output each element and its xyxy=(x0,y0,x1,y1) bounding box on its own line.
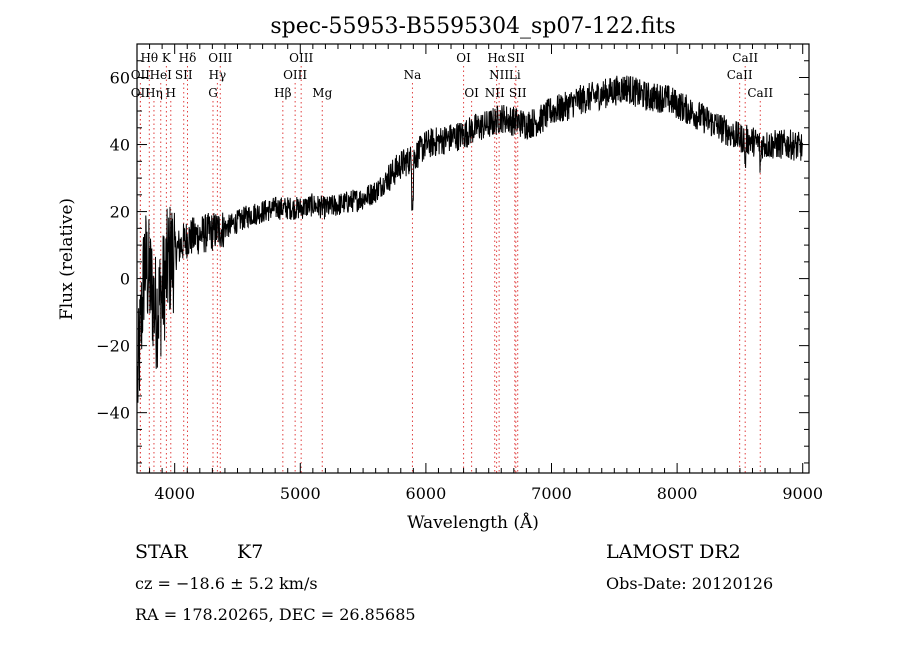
line-label: Li xyxy=(509,68,521,82)
y-tick-label: −20 xyxy=(96,337,130,356)
y-tick-label: 40 xyxy=(110,136,130,155)
line-label: Hγ xyxy=(209,68,227,82)
spectral-line-labels: Hθ OII OII K HeI Hη H Hδ SII OIII Hγ G Hβ OIII OIII Mg N… xyxy=(131,51,774,100)
y-tick-label: 60 xyxy=(110,69,130,88)
axis-ticks xyxy=(137,44,809,473)
chart-title: spec-55953-B5595304_sp07-122.fits xyxy=(270,14,675,39)
y-tick-label: 0 xyxy=(120,270,130,289)
spectrum-line xyxy=(137,75,804,403)
line-label: Hβ xyxy=(274,86,291,100)
line-label: OIII xyxy=(208,51,232,65)
object-subclass: K7 xyxy=(237,541,263,563)
coordinates-text: RA = 178.20265, DEC = 26.85685 xyxy=(135,605,416,624)
line-label: Mg xyxy=(312,86,332,100)
x-axis-label: Wavelength (Å) xyxy=(407,512,539,533)
x-tick-label: 8000 xyxy=(657,484,698,503)
y-tick-label: 20 xyxy=(110,203,130,222)
line-label: Hα xyxy=(487,51,506,65)
y-tick-labels: −40 −20 0 20 40 60 xyxy=(96,69,130,423)
line-label: Hη xyxy=(145,86,163,100)
line-label: SII xyxy=(509,86,527,100)
spectrum-series xyxy=(137,75,804,403)
obs-date-text: Obs-Date: 20120126 xyxy=(606,574,773,593)
line-label: Hθ xyxy=(140,51,158,65)
line-label: OIII xyxy=(283,68,307,82)
line-label: K xyxy=(162,51,172,65)
line-label: NII xyxy=(489,68,509,82)
line-label: CaII xyxy=(732,51,758,65)
line-label: G xyxy=(208,86,218,100)
object-class: STAR xyxy=(135,541,188,563)
line-label: CaII xyxy=(727,68,753,82)
line-label: Hδ xyxy=(179,51,197,65)
line-label: OI xyxy=(464,86,479,100)
y-axis-label: Flux (relative) xyxy=(57,198,77,320)
plot-frame xyxy=(136,43,810,474)
x-tick-labels: 4000 5000 6000 7000 8000 9000 xyxy=(154,484,823,503)
x-tick-label: 9000 xyxy=(782,484,823,503)
line-label: NII xyxy=(485,86,505,100)
line-label: OI xyxy=(456,51,471,65)
spectral-line-markers xyxy=(139,66,761,473)
line-label: SII xyxy=(507,51,525,65)
y-tick-label: −40 xyxy=(96,404,130,423)
x-tick-label: 4000 xyxy=(154,484,195,503)
x-tick-label: 6000 xyxy=(406,484,447,503)
redshift-text: cz = −18.6 ± 5.2 km/s xyxy=(135,574,318,593)
line-label: SII xyxy=(175,68,193,82)
line-label: OII xyxy=(131,68,151,82)
x-tick-label: 7000 xyxy=(531,484,572,503)
survey-name: LAMOST DR2 xyxy=(606,541,741,563)
x-tick-label: 5000 xyxy=(280,484,321,503)
line-label: HeI xyxy=(150,68,173,82)
line-label: CaII xyxy=(747,86,773,100)
line-label: OIII xyxy=(289,51,313,65)
line-label: Na xyxy=(404,68,422,82)
line-label: H xyxy=(166,86,176,100)
line-label: OII xyxy=(131,86,151,100)
